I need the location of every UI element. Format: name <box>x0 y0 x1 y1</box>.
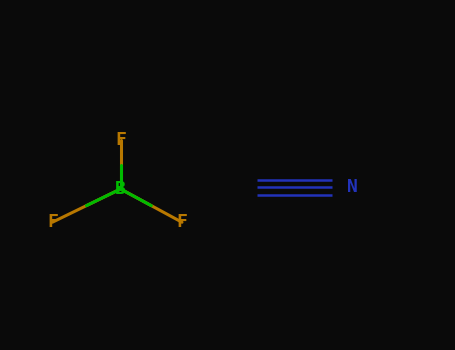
Text: B: B <box>115 180 126 198</box>
Text: N: N <box>347 178 358 196</box>
Text: F: F <box>177 213 187 231</box>
Text: F: F <box>115 131 126 149</box>
Text: F: F <box>47 213 58 231</box>
